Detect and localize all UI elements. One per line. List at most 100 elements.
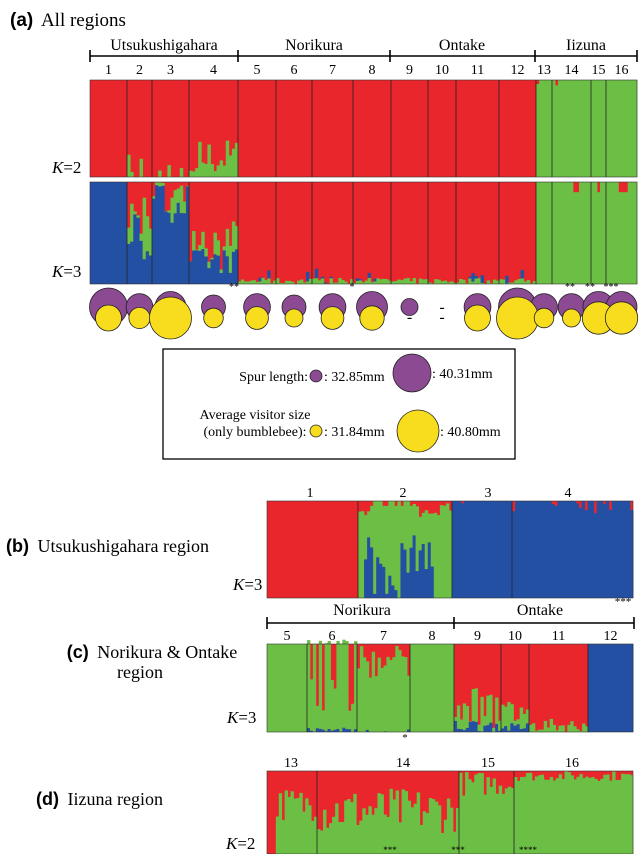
k3-bar [155,182,159,186]
k3-bar [480,282,485,284]
panel-c-bar [324,731,328,732]
population-number-5: 5 [254,63,261,78]
k3-bar [264,280,268,284]
k3-bar [267,270,271,279]
k3-bar [133,211,137,215]
k3-bar [502,279,506,284]
panel-b-bar [288,501,292,598]
panel-d-bar [630,775,634,854]
panel-d-bar [353,793,357,854]
visitor-circle-11 [464,304,491,332]
panel-b-bar [354,501,359,598]
panel-c-bar [519,728,524,732]
k3-bar [477,278,481,284]
panel-d-bar [299,792,303,854]
k3-bar [228,245,233,273]
panel-c-bar [421,644,426,732]
legend-visitor-label-2: (only bumblebee): [203,425,306,440]
panel-b-bar [563,501,567,598]
panel-d-bar [308,805,312,854]
panel-d-bar [525,772,530,854]
panel-b-bar [367,537,371,598]
k3-bar [332,282,336,284]
panel-b-bar [388,575,392,598]
panel-d-bar [440,832,445,854]
panel-c-bar [321,710,326,730]
panel-c-bar [627,644,631,732]
panel-b-bar [303,501,307,598]
panel-d-bar [455,808,460,854]
k3-bar [606,182,610,284]
k3-bar [576,192,580,284]
panel-c-bar [309,679,314,731]
k2-bar [548,80,553,177]
panel-c-bar [525,709,530,724]
panel-b-pop-4: 4 [565,486,572,501]
panel-c-bar [407,675,411,730]
panel-d-bar [606,774,610,854]
panel-b-bar [458,501,462,598]
panel-c-bar [454,720,458,732]
visitor-circle-3 [149,296,192,340]
k3-bar [364,280,369,284]
panel-d-k-label: K=2 [225,834,255,853]
k3-bar [231,251,236,284]
panel-b-bar [578,507,582,598]
panel-c-bar [495,697,499,724]
panel-d-bar [612,771,616,854]
panel-b-bar [403,549,407,598]
panel-d-bar [459,772,463,854]
k3-bar [173,190,178,214]
k2-bar [633,80,638,177]
panel-b-bar [530,501,534,598]
panel-c-bar [507,730,511,732]
region-label-utsukushigahara: Utsukushigahara [110,37,218,54]
k3-bar [314,278,319,284]
k3-bar [148,255,153,284]
panel-d-bar [281,820,286,854]
panel-c-bar [531,723,536,732]
k2-bar [542,80,546,177]
k3-bar [585,182,589,284]
panel-d-bar [519,777,524,854]
panel-c-significance: * [402,732,408,744]
k2-bar [591,80,595,177]
panel-d-k2-plot [266,770,634,854]
panel-b-bar [545,501,549,598]
panel-c-bar [606,644,610,732]
spur-circle-9 [400,298,419,316]
panel-c-bar [534,730,539,732]
panel-b-bar [527,501,531,598]
panel-c-bar [459,719,464,730]
panel-d-bar [462,795,466,854]
panel-c-pop-9: 9 [474,629,481,644]
panel-c-region-brackets [266,617,635,629]
panel-b-bar [397,501,401,598]
legend-spur-max: : 40.31mm [432,367,493,382]
panel-c-bar [621,644,625,732]
panel-d-bar [296,798,300,854]
k3-bar [370,282,374,284]
panel-b-bar [623,501,628,598]
panel-b-bar [512,511,516,598]
k3-bar [582,182,586,284]
panel-c-title-text: Norikura & Ontake [97,642,237,662]
panel-b-bar [593,513,598,598]
k3-bar [495,280,500,284]
k3-bar [320,276,325,279]
population-number-14: 14 [565,63,579,78]
panel-b-bar [412,503,417,536]
panel-b-bar [442,505,447,598]
k3-bar [633,182,638,284]
k3-bar [338,277,342,284]
legend-box: Spur length: : 32.85mm : 40.31mm Average… [162,348,516,460]
panel-a-significance: ** * ** ** *** [229,282,619,293]
panel-c-region-norikura: Norikura [333,602,391,619]
sig-mark-pop14: ** [565,282,575,293]
k2-bar [228,155,233,177]
k3-bar [282,282,286,284]
k3-bar [468,276,472,279]
panel-c-bar [549,718,553,732]
panel-a-region-brackets [89,50,638,62]
k2-bar [564,80,568,177]
